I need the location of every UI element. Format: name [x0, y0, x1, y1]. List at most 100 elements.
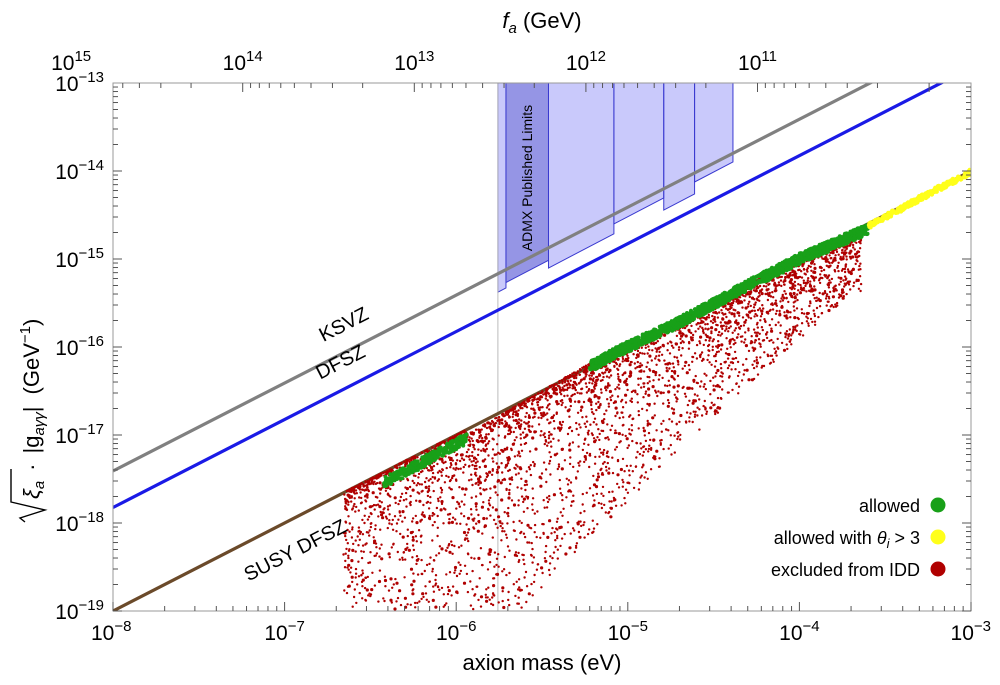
excluded-point: [390, 523, 393, 526]
excluded-point: [507, 425, 510, 429]
excluded-point: [852, 267, 855, 271]
excluded-point: [622, 481, 625, 484]
excluded-point: [605, 409, 608, 412]
excluded-point: [606, 385, 609, 388]
excluded-point: [470, 437, 473, 440]
excluded-point: [556, 536, 559, 540]
excluded-point: [514, 418, 518, 423]
excluded-point: [679, 413, 683, 418]
excluded-point: [802, 268, 806, 271]
excluded-point: [571, 372, 574, 375]
excluded-point: [820, 312, 823, 315]
excluded-point: [800, 322, 804, 325]
excluded-point: [574, 544, 578, 548]
excluded-point: [695, 343, 699, 347]
excluded-point: [487, 454, 490, 457]
excluded-point: [747, 349, 751, 353]
excluded-point: [441, 468, 444, 471]
excluded-point: [621, 398, 624, 402]
excluded-point: [527, 420, 530, 424]
excluded-point: [525, 483, 529, 486]
excluded-point: [554, 539, 557, 542]
excluded-point: [662, 419, 665, 423]
excluded-point: [477, 519, 481, 523]
excluded-point: [588, 377, 593, 381]
excluded-point: [608, 510, 611, 514]
excluded-point: [753, 360, 756, 363]
excluded-point: [707, 313, 710, 317]
excluded-point: [423, 515, 426, 519]
excluded-point: [773, 347, 776, 350]
excluded-point: [531, 497, 535, 500]
excluded-point: [378, 569, 382, 572]
excluded-point: [576, 411, 580, 414]
excluded-point: [508, 432, 511, 436]
excluded-point: [351, 507, 354, 510]
excluded-point: [457, 467, 460, 471]
excluded-point: [379, 510, 382, 514]
excluded-point: [741, 363, 745, 366]
excluded-point: [347, 584, 351, 588]
excluded-point: [548, 519, 552, 523]
excluded-point: [655, 429, 658, 432]
excluded-point: [552, 493, 557, 497]
excluded-point: [459, 453, 464, 457]
excluded-point: [641, 407, 644, 411]
excluded-point: [670, 407, 674, 410]
excluded-point: [454, 462, 458, 466]
excluded-point: [721, 388, 724, 391]
excluded-point: [453, 565, 458, 570]
excluded-point: [347, 503, 350, 506]
excluded-point: [733, 350, 737, 354]
excluded-point: [392, 583, 395, 586]
excluded-point: [468, 458, 471, 461]
excluded-point: [376, 503, 380, 506]
excluded-point: [520, 495, 524, 498]
excluded-point: [383, 599, 386, 603]
excluded-point: [567, 377, 570, 380]
excluded-point: [708, 361, 711, 364]
excluded-point: [347, 494, 351, 498]
excluded-point: [463, 564, 467, 567]
excluded-point: [603, 412, 606, 416]
excluded-point: [549, 433, 552, 436]
excluded-point: [834, 287, 837, 291]
excluded-point: [591, 505, 595, 508]
excluded-point: [402, 460, 406, 463]
excluded-point: [714, 375, 717, 378]
excluded-point: [679, 433, 682, 437]
excluded-point: [658, 374, 661, 377]
excluded-point: [624, 401, 628, 404]
excluded-point: [590, 374, 593, 377]
excluded-point: [827, 286, 831, 289]
excluded-point: [648, 380, 651, 383]
excluded-point: [523, 442, 526, 446]
excluded-point: [635, 456, 638, 459]
excluded-point: [374, 542, 378, 545]
excluded-point: [630, 429, 634, 432]
excluded-point: [600, 502, 603, 505]
excluded-point: [597, 472, 600, 475]
excluded-point: [750, 378, 755, 382]
excluded-point: [731, 331, 734, 334]
excluded-point: [698, 428, 701, 431]
excluded-point: [489, 427, 492, 431]
excluded-point: [641, 454, 644, 457]
excluded-point: [675, 422, 678, 425]
excluded-point: [471, 451, 474, 454]
excluded-point: [726, 347, 729, 350]
excluded-point: [670, 420, 674, 423]
excluded-point: [553, 390, 556, 393]
excluded-point: [807, 277, 810, 280]
excluded-point: [688, 416, 691, 419]
excluded-point: [390, 546, 393, 549]
excluded-point: [603, 503, 606, 507]
excluded-point: [827, 265, 831, 269]
excluded-point: [597, 428, 600, 431]
excluded-point: [376, 481, 379, 485]
excluded-point: [556, 557, 559, 560]
excluded-point: [546, 500, 550, 504]
excluded-point: [759, 319, 762, 322]
excluded-point: [837, 276, 840, 279]
excluded-point: [709, 393, 712, 396]
